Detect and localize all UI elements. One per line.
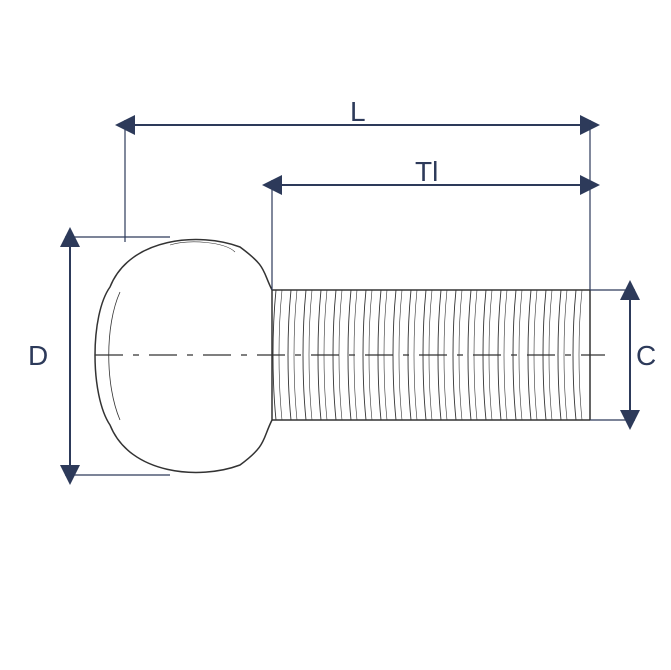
label-length: L: [350, 96, 366, 128]
label-head-diameter: D: [28, 340, 48, 372]
label-thread-diameter: C: [636, 340, 656, 372]
thumb-screw-diagram: L Tl D C: [0, 0, 671, 670]
drawing-canvas: [0, 0, 671, 670]
label-thread-length: Tl: [415, 156, 438, 188]
